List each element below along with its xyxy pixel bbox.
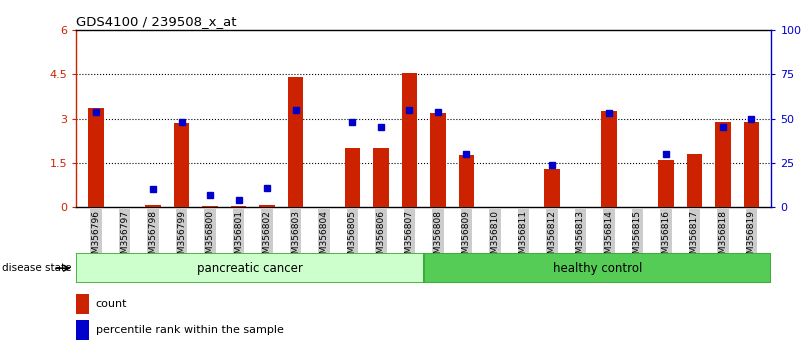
Bar [658,160,674,207]
Bar [373,148,388,207]
Bar [145,205,161,207]
Bar [487,206,503,207]
Bar [174,123,189,207]
Bar [231,206,247,207]
Text: GDS4100 / 239508_x_at: GDS4100 / 239508_x_at [76,15,236,28]
Bar [288,77,304,207]
Bar [424,253,771,283]
Text: percentile rank within the sample: percentile rank within the sample [95,325,284,335]
Bar [76,320,89,340]
Text: healthy control: healthy control [553,262,642,275]
Bar [316,206,332,207]
Bar [516,206,531,207]
Text: disease state: disease state [2,263,71,273]
Bar [401,73,417,207]
Bar [88,108,104,207]
Bar [743,121,759,207]
Bar [260,205,275,207]
Bar [601,111,617,207]
Bar [544,169,560,207]
Bar [117,206,132,207]
Bar [686,154,702,207]
Bar [344,148,360,207]
Bar [202,206,218,207]
Bar [430,113,446,207]
Bar [76,294,89,314]
Text: pancreatic cancer: pancreatic cancer [197,262,303,275]
Bar [573,206,588,207]
Text: count: count [95,299,127,309]
Bar [459,155,474,207]
Bar [76,253,424,283]
Bar [630,206,646,207]
Bar [715,121,731,207]
